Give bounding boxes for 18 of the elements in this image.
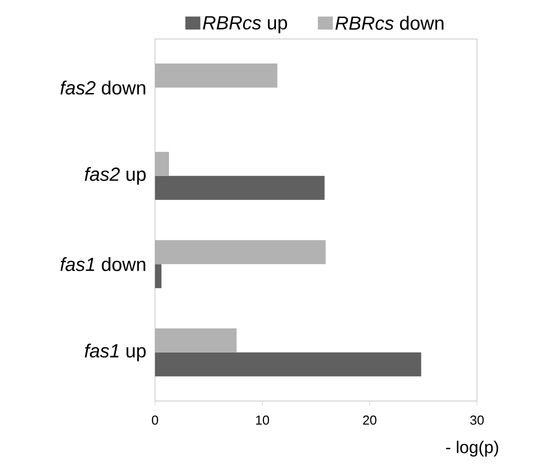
x-tick-label: 0 [152,416,158,425]
bar [155,152,169,176]
x-tick-label: 20 [363,416,376,425]
bar [155,328,237,352]
y-tick-label: fas2 down [60,80,146,95]
bar [155,264,162,288]
y-tick-label: fas1 up [84,344,146,362]
bar [155,352,422,376]
y-tick-label: fas2 up [84,166,146,185]
y-tick-label: fas1 down [60,257,146,272]
legend-label: RBRcs down [335,16,444,30]
x-tick-label: 30 [470,416,484,425]
bar [155,64,278,88]
bar [155,240,326,264]
x-tick-label: 10 [256,416,270,425]
bar [155,176,325,200]
legend-label: RBRcs up [202,16,288,34]
x-axis-title: - log(p) [446,440,498,457]
